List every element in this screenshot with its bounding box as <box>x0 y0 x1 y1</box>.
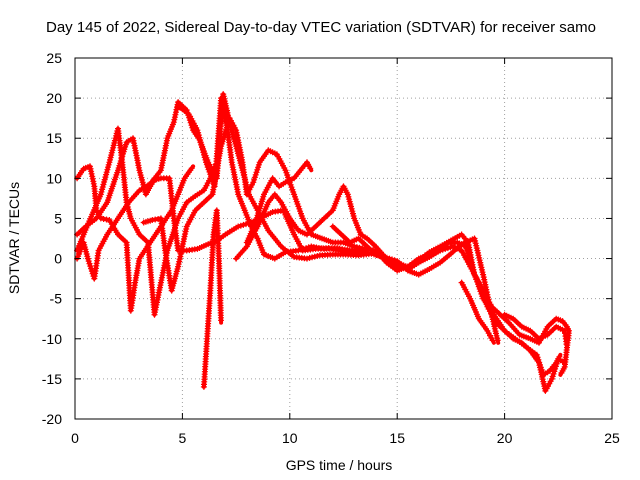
y-tick-label: 20 <box>46 90 62 106</box>
series-track-10 <box>329 223 563 378</box>
series-track-12 <box>501 311 570 349</box>
series-track-11 <box>458 279 496 345</box>
y-tick-label: 10 <box>46 170 62 186</box>
series-track-9 <box>243 159 314 246</box>
x-tick-label: 15 <box>389 430 405 446</box>
x-tick-label: 5 <box>179 430 187 446</box>
series-markers <box>175 95 364 262</box>
x-tick-label: 20 <box>497 430 513 446</box>
y-tick-label: -10 <box>42 331 62 347</box>
axis-ticks: 0 5 10 15 20 25 -20 -15 -10 -5 0 5 10 15 20 25 <box>42 50 620 446</box>
x-tick-label: 10 <box>282 430 298 446</box>
x-tick-label: 25 <box>604 430 620 446</box>
y-tick-label: 15 <box>46 130 62 146</box>
plot-frame <box>74 57 613 420</box>
y-tick-label: -5 <box>50 291 63 307</box>
chart-title: Day 145 of 2022, Sidereal Day-to-day VTE… <box>46 19 596 36</box>
gridlines <box>75 58 612 419</box>
y-tick-label: 25 <box>46 50 62 66</box>
series-line <box>234 184 571 377</box>
y-tick-label: 5 <box>54 210 62 226</box>
series-track-7 <box>200 207 224 390</box>
x-tick-label: 0 <box>71 430 79 446</box>
series-markers <box>458 279 496 344</box>
x-axis-label: GPS time / hours <box>286 457 393 473</box>
y-tick-label: 0 <box>54 251 62 267</box>
y-tick-label: -20 <box>42 411 62 427</box>
series-markers <box>243 159 314 246</box>
series-markers <box>329 223 563 378</box>
y-axis-label: SDTVAR / TECUs <box>6 182 22 294</box>
series-markers <box>501 311 570 348</box>
data-layer <box>74 91 572 394</box>
series-markers <box>200 207 224 390</box>
y-tick-label: -15 <box>42 371 62 387</box>
